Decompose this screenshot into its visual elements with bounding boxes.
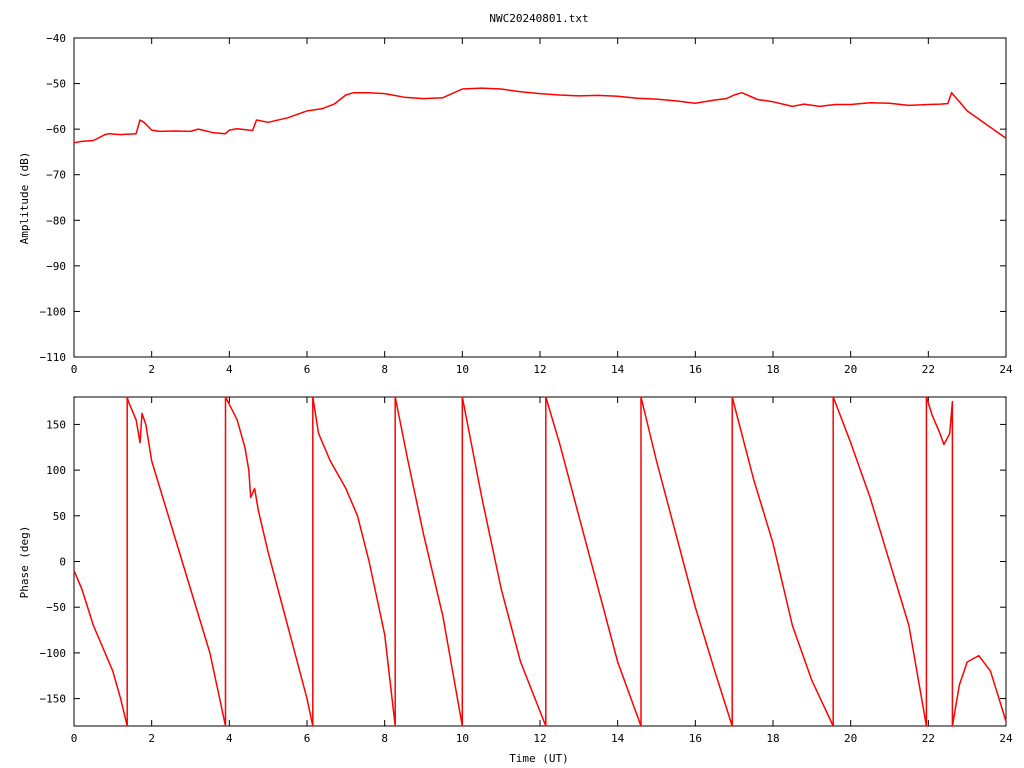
amplitude-x-tick-label: 24 [999,363,1013,376]
phase-x-tick-label: 4 [226,732,233,745]
phase-panel: 0 2 4 6 8 10 12 14 16 18 20 22 24−150−100−5005010015… [40,396,1013,745]
amplitude-x-tick-label: 14 [611,363,625,376]
phase-x-tick-label: 8 [381,732,388,745]
amplitude-y-tick-label: −60 [46,123,66,136]
phase-x-tick-label: 10 [456,732,469,745]
amplitude-x-tick-label: 10 [456,363,469,376]
amplitude-x-tick-label: 22 [922,363,935,376]
amplitude-y-tick-label: −90 [46,260,66,273]
phase-x-tick-label: 12 [533,732,546,745]
amplitude-y-tick-label: −50 [46,78,66,91]
chart-title: NWC20240801.txt [489,12,588,25]
amplitude-series-line [73,87,1007,144]
amplitude-x-tick-label: 8 [381,363,388,376]
amplitude-x-tick-label: 4 [226,363,233,376]
phase-y-axis-title: Phase (deg) [18,526,31,599]
phase-x-tick-label: 2 [148,732,155,745]
amplitude-y-tick-label: −100 [40,305,67,318]
amplitude-y-axis-title: Amplitude (dB) [18,152,31,245]
phase-x-tick-label: 6 [304,732,311,745]
amplitude-x-tick-label: 20 [844,363,857,376]
phase-x-tick-label: 22 [922,732,935,745]
amplitude-y-tick-label: −40 [46,32,66,45]
amplitude-panel: 0 2 4 6 8 10 12 14 16 18 20 22 24−110−100−90−80−70−6… [40,32,1013,376]
amplitude-x-tick-label: 2 [148,363,155,376]
phase-y-tick-label: 50 [53,510,66,523]
amplitude-x-tick-label: 6 [304,363,311,376]
amplitude-x-tick-label: 16 [689,363,702,376]
phase-y-tick-label: 150 [46,418,66,431]
phase-y-tick-label: −50 [46,601,66,614]
amplitude-x-tick-label: 0 [71,363,78,376]
amplitude-x-tick-label: 18 [766,363,779,376]
amplitude-x-tick-label: 12 [533,363,546,376]
phase-y-tick-label: −100 [40,647,67,660]
phase-x-axis-title: Time (UT) [509,752,569,765]
phase-y-tick-label: −150 [40,693,67,706]
phase-x-tick-label: 16 [689,732,702,745]
amplitude-y-tick-label: −70 [46,169,66,182]
phase-x-tick-label: 0 [71,732,78,745]
phase-y-tick-label: 0 [59,556,66,569]
amplitude-y-tick-label: −80 [46,214,66,227]
amplitude-y-tick-label: −110 [40,351,67,364]
phase-series-line [73,396,1007,727]
phase-x-tick-label: 20 [844,732,857,745]
phase-x-tick-label: 24 [999,732,1013,745]
phase-x-tick-label: 14 [611,732,625,745]
phase-x-tick-label: 18 [766,732,779,745]
phase-y-tick-label: 100 [46,464,66,477]
